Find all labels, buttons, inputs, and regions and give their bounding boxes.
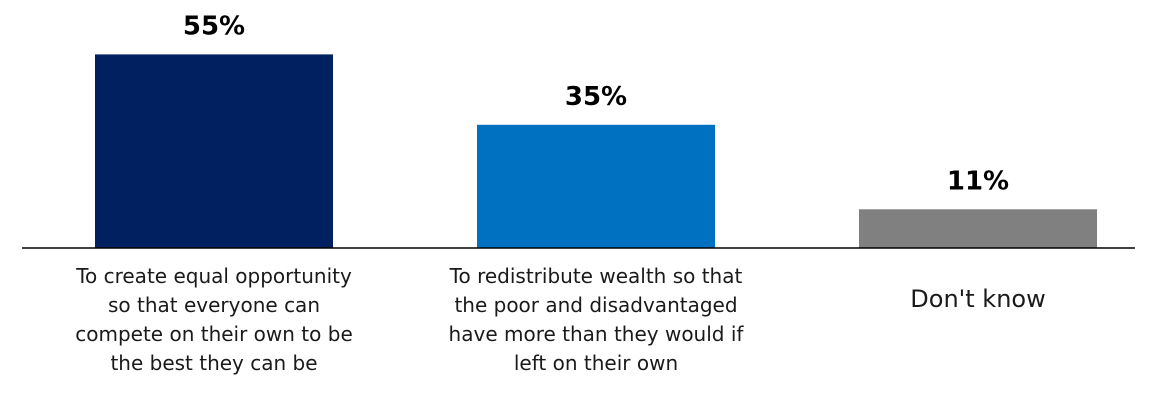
category-label-equal-opportunity: To create equal opportunity so that ever… (75, 264, 353, 375)
value-label-equal-opportunity: 55% (183, 11, 245, 41)
bar-dont-know (859, 209, 1097, 248)
bars-group (95, 54, 1097, 249)
category-label-dont-know: Don't know (910, 285, 1046, 313)
value-labels-group: 55% 35% 11% (183, 11, 1009, 196)
value-label-redistribute-wealth: 35% (565, 82, 627, 112)
bar-equal-opportunity (95, 54, 333, 249)
category-label-redistribute-wealth: To redistribute wealth so that the poor … (448, 264, 744, 375)
bar-redistribute-wealth (477, 124, 715, 248)
value-label-dont-know: 11% (947, 166, 1009, 196)
